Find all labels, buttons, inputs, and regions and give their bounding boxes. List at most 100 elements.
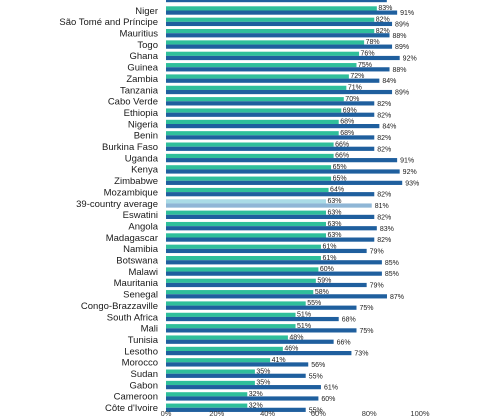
bar-series-b [166,10,398,15]
category-label: Congo-Brazzaville [81,301,158,312]
bar-series-b [166,124,380,129]
bar-series-b [166,282,367,288]
category-label: Senegal [123,290,158,301]
bar-series-b [166,396,319,401]
data-label-series-b: 92% [403,56,417,63]
bar-series-b [166,373,306,378]
data-label-series-b: 55% [309,373,323,380]
bar-series-b [166,248,367,254]
data-label-series-b: 81% [375,203,389,210]
bar-series-b [166,271,382,276]
x-tick-label: 0% [161,409,172,418]
data-label-series-a: 65% [333,164,347,171]
category-label: Mali [141,324,158,335]
data-label-series-b: 82% [377,192,391,199]
bar-series-b [166,351,352,356]
bar-series-a [166,210,327,215]
bar-series-a [166,301,306,306]
bar-series-a [166,267,319,272]
data-label-series-b: 87% [390,294,404,301]
bar-series-a [166,142,334,147]
data-label-series-a: 63% [328,209,342,216]
bar-series-b [166,135,375,140]
data-label-series-a: 76% [361,51,375,58]
data-label-series-b: 89% [395,44,409,51]
bar-series-b [166,89,393,95]
bar-series-a [166,221,327,227]
bar-series-b [166,44,393,49]
bar-series-a [166,165,332,170]
bar-series-a [166,29,375,34]
data-label-series-b: 88% [393,67,407,74]
data-label-series-b: 75% [360,305,374,312]
category-label: Namibia [123,244,159,255]
category-label: South Africa [107,312,159,323]
x-tick-label: 100% [410,409,430,418]
category-label: Uganda [125,153,159,164]
data-label-series-b: 82% [377,214,391,221]
data-label-series-b: 89% [395,90,409,97]
data-label-series-b: 68% [342,317,356,324]
category-label: Guinea [127,63,158,74]
data-label-series-a: 60% [320,266,334,273]
category-label: Ethiopia [124,108,159,119]
bar-series-a [166,176,332,181]
data-label-series-b: 56% [311,362,325,369]
data-label-series-a: 51% [297,312,311,319]
bar-series-b [166,180,403,185]
bar-series-a [166,369,255,374]
category-label: Zimbabwe [114,176,158,187]
data-label-series-a: 63% [328,198,342,205]
cropped-bar-top [166,0,387,3]
data-label-series-b: 79% [370,283,384,290]
bar-series-a [166,278,316,283]
category-label: Tunisia [128,335,159,346]
data-label-series-b: 82% [377,146,391,153]
bar-series-b [166,294,387,299]
data-label-series-b: 66% [337,339,351,346]
bar-series-b [166,316,339,322]
bar-series-b [166,226,377,231]
bar-series-a [166,119,339,124]
data-label-series-a: 32% [249,402,263,409]
bar-series-a [166,51,360,56]
bar-series-a [166,40,365,45]
bar-series-b [166,158,398,163]
bar-series-a [166,233,327,238]
category-label: Eswatini [123,210,158,221]
category-label: Morocco [122,358,158,369]
data-label-series-b: 92% [403,169,417,176]
bar-series-a [166,312,296,317]
bar-series-b [166,192,375,197]
data-label-series-b: 75% [360,328,374,335]
bar-series-b [166,78,380,83]
bar-series-a [166,63,357,68]
data-label-series-b: 82% [377,135,391,142]
bar-series-a [166,6,377,11]
data-label-series-b: 85% [385,260,399,267]
data-label-series-a: 59% [317,278,331,285]
data-label-series-b: 91% [400,10,414,17]
category-label: 39-country average [76,199,158,210]
data-label-series-a: 70% [345,96,359,103]
data-label-series-b: 82% [377,112,391,119]
category-label: Togo [137,40,158,51]
bar-series-a [166,380,255,386]
data-label-series-a: 32% [249,391,263,398]
bar-series-b [166,67,390,72]
bar-series-b [166,33,390,38]
bar-series-b [166,260,382,265]
bar-series-a [166,290,314,295]
category-label: Ghana [129,51,158,62]
category-label: Nigeria [128,119,159,130]
bar-series-b [166,305,357,310]
data-label-series-a: 82% [376,28,390,35]
data-label-series-b: 79% [370,248,384,255]
bar-series-b [166,169,400,174]
data-label-series-a: 58% [315,289,329,296]
data-label-series-b: 84% [382,78,396,85]
bar-series-a [166,335,288,340]
bar-series-a [166,97,344,102]
bar-series-b [166,328,357,333]
bar-series-b [166,55,400,61]
